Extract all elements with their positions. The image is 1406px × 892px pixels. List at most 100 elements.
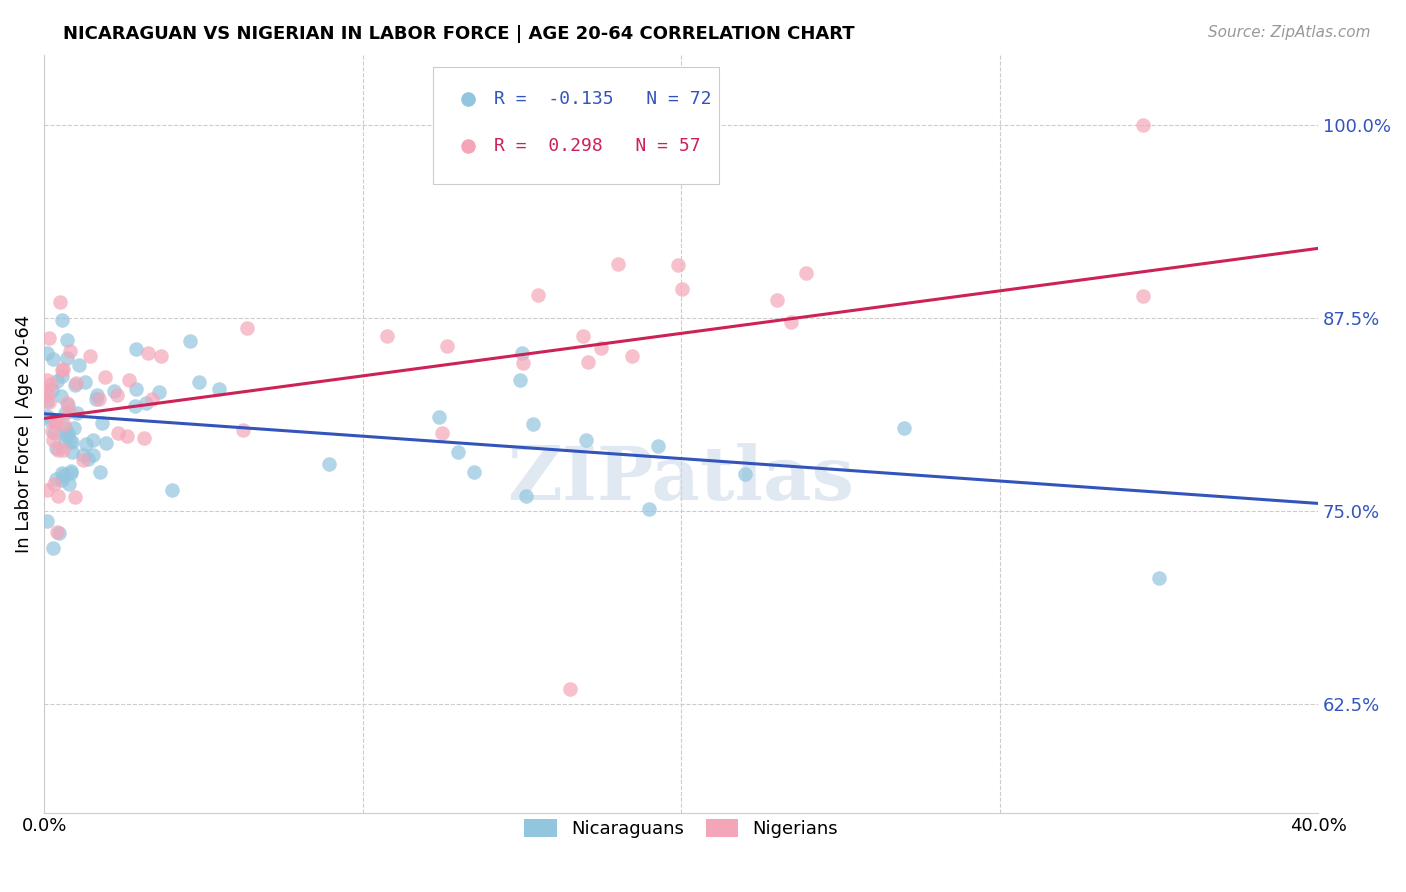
Point (576, 355, 599, 369)
Point (51, 474, 73, 488)
Point (94, 370, 117, 384)
Point (515, 489, 537, 503)
Point (107, 425, 129, 440)
Point (59, 466, 82, 480)
Point (666, 258, 689, 272)
Point (49, 294, 72, 309)
Point (53, 468, 76, 483)
Point (647, 439, 669, 453)
Point (41, 424, 63, 438)
Point (1094, 303, 1116, 318)
Point (52, 442, 75, 457)
Point (527, 288, 550, 302)
Point (135, 396, 157, 410)
Point (46, 442, 69, 457)
Point (105, 388, 128, 402)
Point (37, 514, 59, 528)
Point (37, 346, 59, 360)
Point (46, 489, 69, 503)
Point (42, 425, 65, 440)
Point (1132, 289, 1154, 303)
Point (125, 343, 148, 357)
Point (46, 525, 69, 540)
Point (52, 417, 75, 432)
Point (427, 410, 450, 425)
Point (60, 435, 83, 450)
Point (103, 384, 125, 398)
Point (63, 490, 86, 504)
Point (51, 313, 73, 327)
Point (42, 477, 65, 491)
Point (72, 448, 94, 462)
Point (124, 400, 146, 414)
Point (37, 409, 59, 424)
Point (136, 345, 159, 359)
Point (117, 429, 139, 443)
Text: ZIPatlas: ZIPatlas (508, 442, 855, 516)
Point (375, 329, 398, 343)
Point (67, 358, 90, 372)
Point (37, 373, 59, 387)
Point (82, 433, 104, 447)
Legend: Nicaraguans, Nigerians: Nicaraguans, Nigerians (517, 812, 845, 846)
Point (79, 349, 101, 363)
Point (638, 502, 661, 516)
Point (606, 257, 628, 271)
Point (58, 477, 80, 491)
Point (436, 339, 458, 353)
Point (232, 423, 254, 437)
Point (45, 414, 67, 428)
Point (45, 472, 67, 486)
Point (794, 266, 817, 280)
Text: Source: ZipAtlas.com: Source: ZipAtlas.com (1208, 25, 1371, 40)
Point (55, 395, 77, 409)
Point (162, 483, 184, 498)
Point (37, 483, 59, 498)
Point (91, 416, 114, 430)
Point (38, 395, 60, 409)
Point (574, 433, 596, 447)
Point (141, 392, 163, 406)
Point (42, 434, 65, 448)
Point (46, 374, 69, 388)
Point (96, 436, 118, 450)
Point (55, 428, 77, 442)
FancyBboxPatch shape (433, 67, 720, 184)
Point (37, 388, 59, 402)
Point (42, 352, 65, 367)
Point (58, 404, 80, 418)
Point (86, 388, 108, 402)
Point (89, 466, 111, 480)
Point (45, 441, 67, 455)
Point (512, 356, 534, 370)
Y-axis label: In Labor Force | Age 20-64: In Labor Force | Age 20-64 (15, 315, 32, 553)
Point (51, 363, 73, 377)
Point (49, 389, 72, 403)
Point (38, 331, 60, 345)
Point (118, 373, 141, 387)
Point (1132, 118, 1154, 132)
Point (37, 394, 59, 409)
Point (134, 431, 156, 445)
Point (620, 349, 643, 363)
Point (62, 445, 84, 459)
Point (42, 541, 65, 555)
Point (58, 344, 80, 359)
Point (780, 315, 803, 329)
Text: NICARAGUAN VS NIGERIAN IN LABOR FORCE | AGE 20-64 CORRELATION CHART: NICARAGUAN VS NIGERIAN IN LABOR FORCE | … (63, 25, 855, 43)
Point (53, 434, 76, 448)
Point (150, 349, 173, 363)
Point (558, 681, 581, 696)
Point (318, 457, 340, 471)
Text: R =  -0.135   N = 72: R = -0.135 N = 72 (494, 90, 711, 108)
Point (56, 351, 79, 366)
Point (56, 333, 79, 347)
Point (62, 421, 84, 435)
Point (1147, 571, 1170, 585)
Point (41, 384, 63, 398)
Point (51, 368, 73, 383)
Point (89, 392, 111, 407)
Point (236, 320, 259, 334)
Point (671, 283, 693, 297)
Point (179, 334, 201, 349)
